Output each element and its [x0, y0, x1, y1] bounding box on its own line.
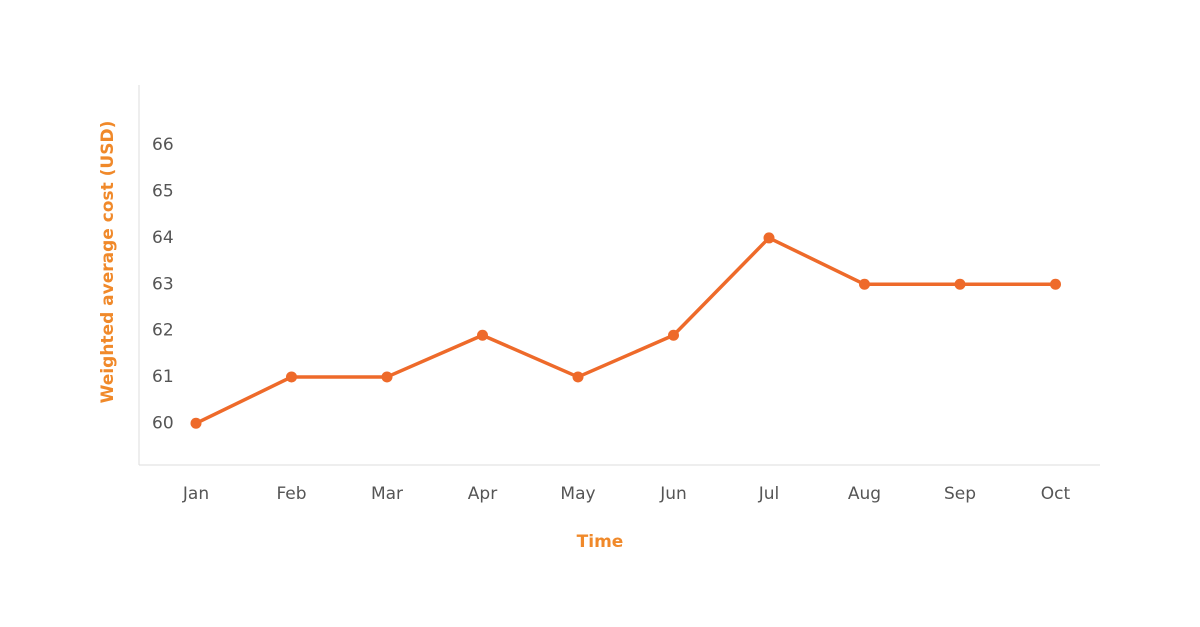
line: [195, 236, 1056, 425]
point: [572, 371, 584, 383]
x-tick-label: Jun: [659, 484, 687, 504]
point: [286, 371, 297, 383]
x-tick-label: Aug: [848, 484, 881, 504]
x-tick-label: Sep: [944, 484, 976, 504]
x-axis-title: Time: [577, 532, 624, 552]
point: [381, 371, 393, 383]
y-tick-label: 65: [152, 182, 174, 202]
y-axis-title: Weighted average cost (USD): [98, 121, 118, 404]
y-tick-label: 62: [152, 321, 174, 341]
point: [668, 329, 679, 341]
x-tick-label: Mar: [371, 484, 403, 504]
y-tick-label: 63: [152, 274, 174, 294]
point: [954, 278, 966, 290]
point: [859, 278, 870, 290]
x-tick-label: Jan: [182, 484, 209, 504]
y-tick-label: 64: [152, 228, 174, 248]
y-tick-label: 60: [152, 413, 174, 433]
point: [477, 329, 488, 341]
point: [1050, 278, 1061, 290]
x-tick-label: Feb: [276, 484, 306, 504]
x-tick-label: Oct: [1041, 484, 1071, 504]
x-tick-label: Apr: [468, 484, 497, 504]
x-tick-label: May: [560, 484, 595, 504]
point: [190, 417, 202, 429]
x-tick-label: Jul: [758, 484, 780, 504]
y-tick-label: 61: [152, 367, 174, 387]
y-tick-label: 66: [152, 135, 174, 155]
point: [763, 232, 775, 244]
